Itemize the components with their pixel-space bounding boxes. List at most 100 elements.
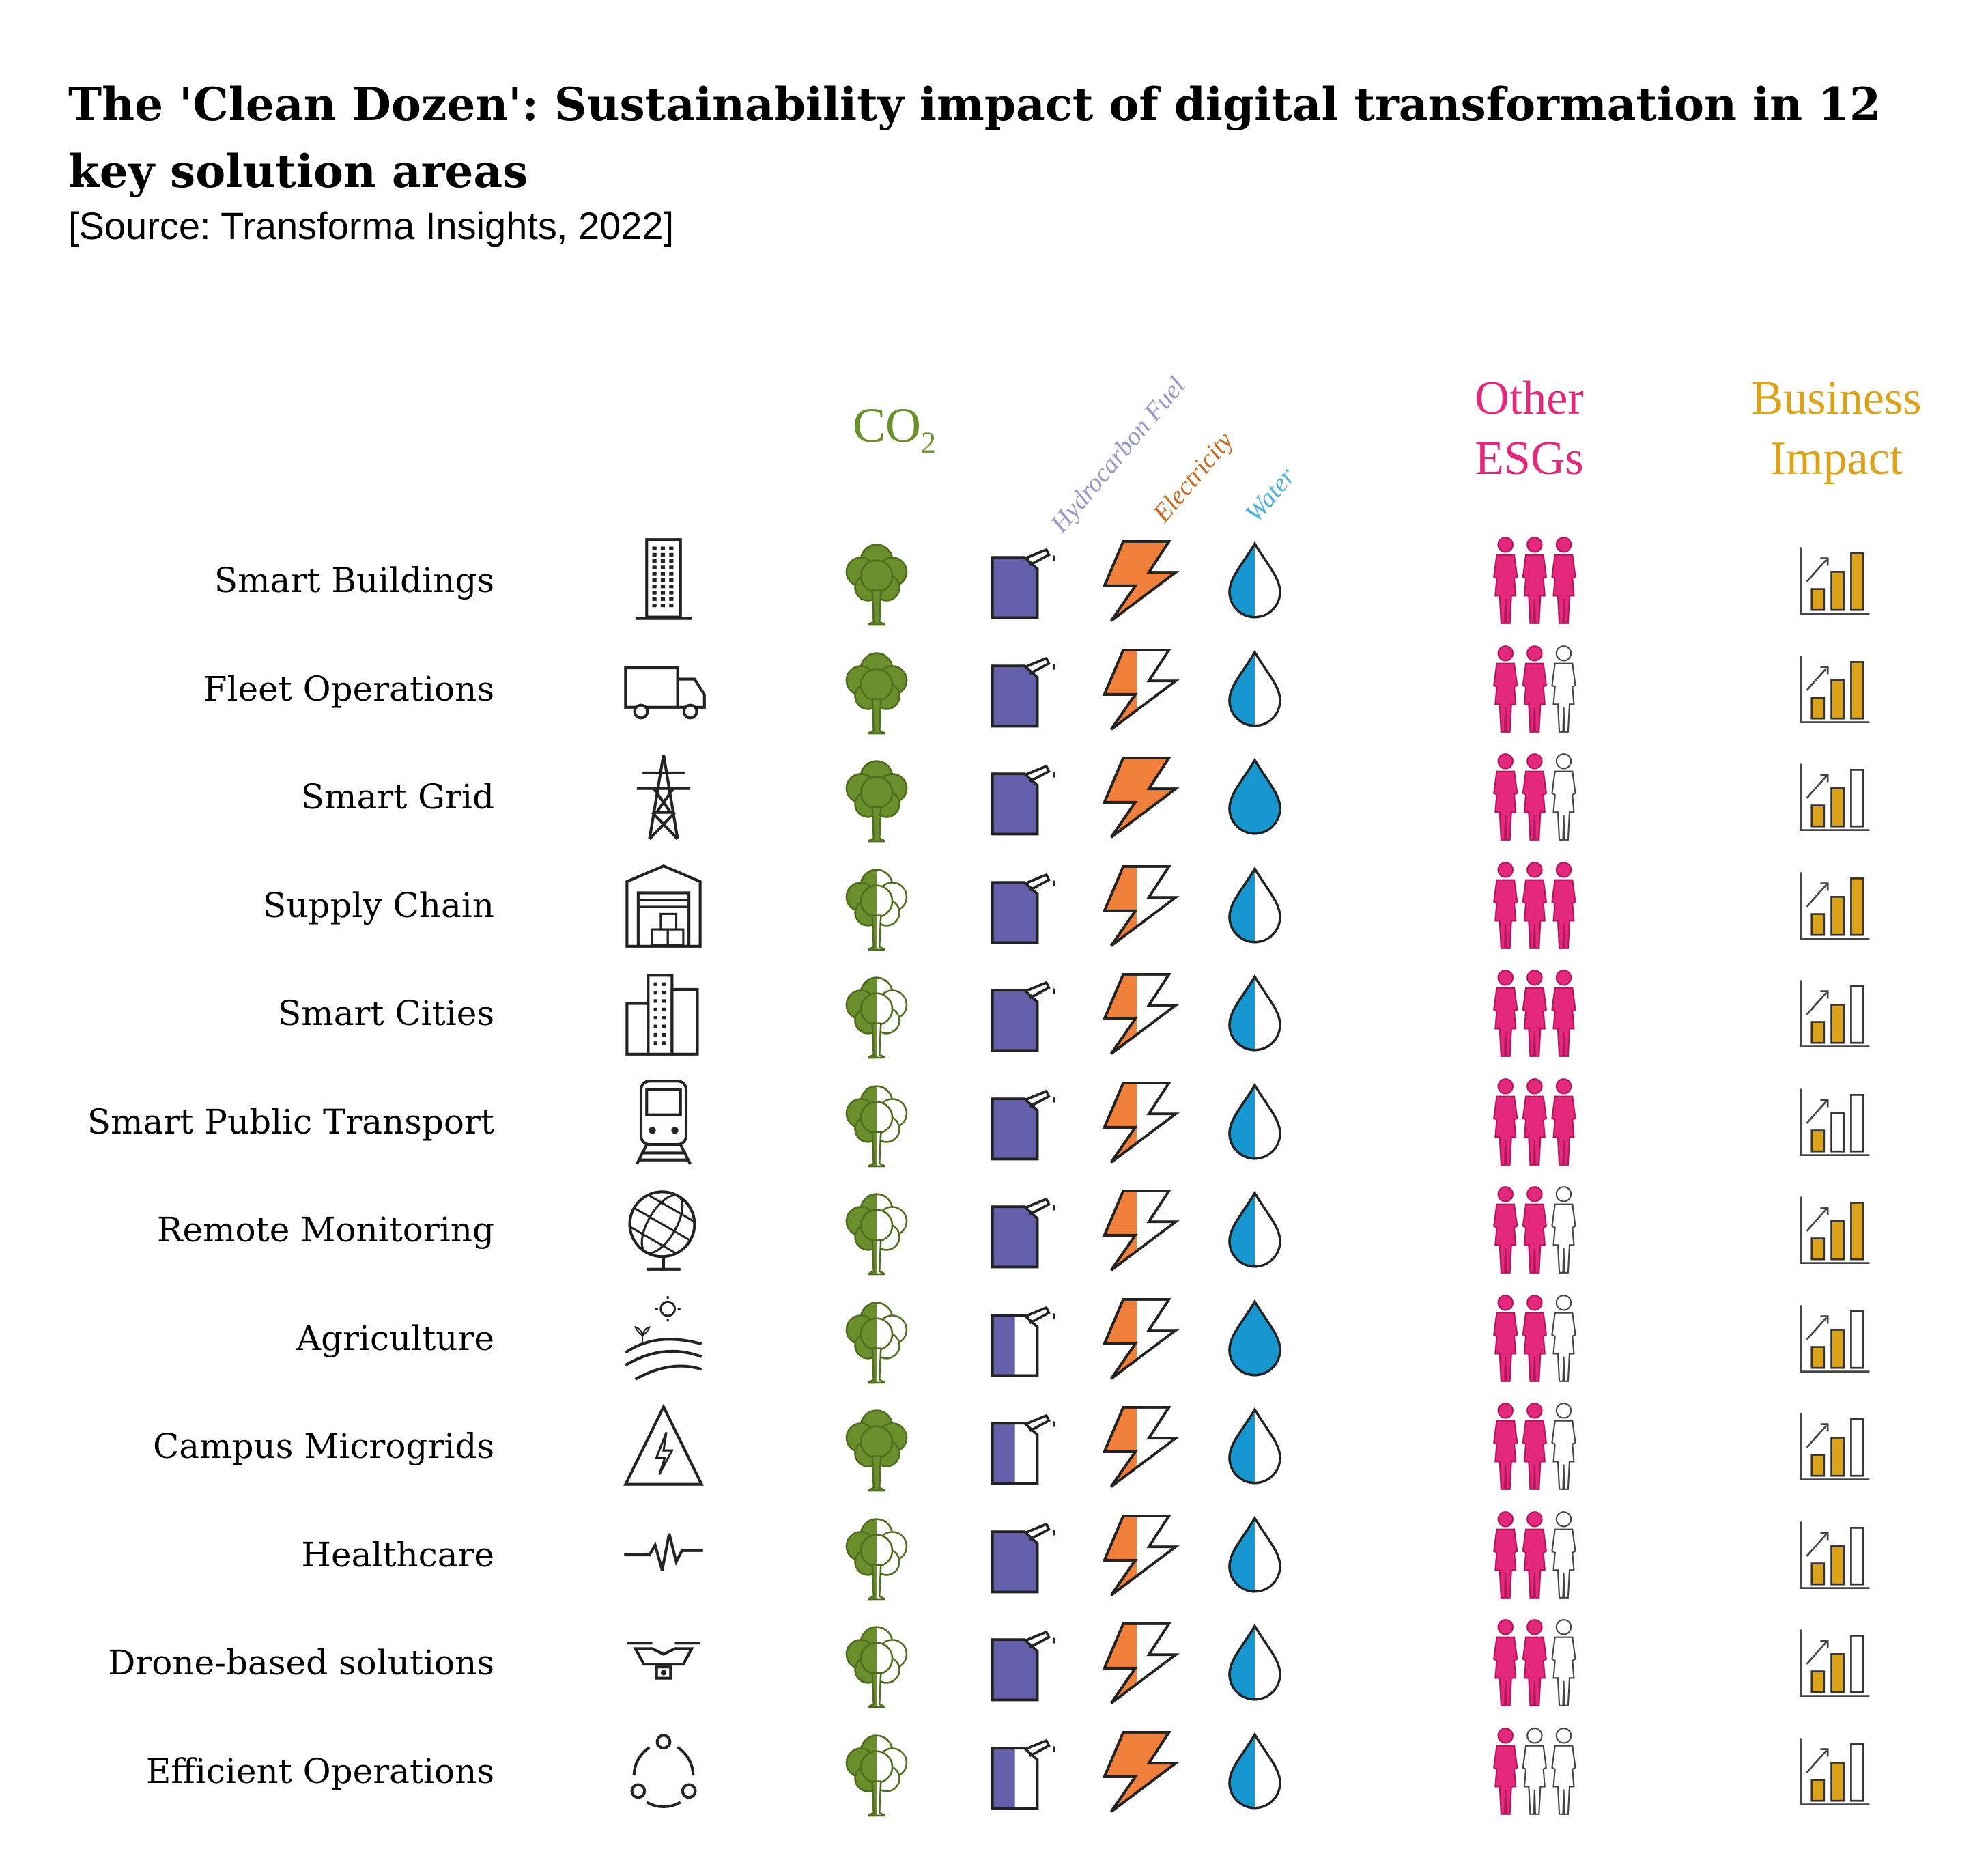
header-co2: CO2 <box>806 397 983 460</box>
train-icon <box>619 1077 709 1167</box>
esg-people-mark <box>1479 1510 1593 1599</box>
co2-tree-mark <box>831 1293 922 1384</box>
row-label: Smart Buildings <box>214 561 494 600</box>
water-drop-mark <box>1219 973 1290 1054</box>
water-drop-mark <box>1219 649 1290 729</box>
header-esg-line2: ESGs <box>1475 432 1584 485</box>
co2-tree-mark <box>831 535 922 626</box>
esg-people-mark <box>1479 1402 1593 1491</box>
row-label: Smart Cities <box>278 994 494 1033</box>
row-label: Smart Grid <box>300 777 494 817</box>
row-label: Agriculture <box>296 1318 494 1358</box>
building-icon <box>619 535 709 625</box>
business-bars-mark <box>1798 1518 1872 1592</box>
fuel-can-mark <box>981 1730 1063 1812</box>
co2-tree-mark <box>831 1726 922 1817</box>
business-bars-mark <box>1798 976 1872 1050</box>
row-label: Remote Monitoring <box>156 1210 494 1250</box>
cycle-icon <box>619 1726 709 1816</box>
water-drop-mark <box>1219 1515 1290 1595</box>
electricity-bolt-mark <box>1094 970 1184 1056</box>
row-label: Fleet Operations <box>203 669 494 709</box>
esg-people-mark <box>1479 861 1593 950</box>
fuel-can-mark <box>981 1514 1063 1596</box>
water-drop-mark <box>1219 1406 1290 1487</box>
header-biz-line2: Impact <box>1770 432 1903 485</box>
electricity-bolt-mark <box>1094 1620 1184 1706</box>
co2-tree-mark <box>831 643 922 735</box>
business-bars-mark <box>1798 1626 1872 1700</box>
co2-tree-mark <box>831 1509 922 1601</box>
warehouse-icon <box>619 860 709 951</box>
truck-icon <box>619 644 709 734</box>
electricity-bolt-mark <box>1094 1728 1184 1814</box>
fuel-can-mark <box>981 539 1063 621</box>
chart-title: The 'Clean Dozen': Sustainability impact… <box>68 78 1881 198</box>
esg-people-mark <box>1479 1294 1593 1383</box>
fuel-can-mark <box>981 756 1063 838</box>
business-bars-mark <box>1798 869 1872 942</box>
electricity-bolt-mark <box>1094 1295 1184 1381</box>
business-bars-mark <box>1798 1302 1872 1375</box>
header-co2-text: CO <box>852 398 922 453</box>
esg-people-mark <box>1479 969 1593 1058</box>
row-label: Efficient Operations <box>145 1751 494 1791</box>
fuel-can-mark <box>981 864 1063 946</box>
fuel-can-mark <box>981 972 1063 1054</box>
co2-tree-mark <box>831 968 922 1059</box>
city-icon <box>619 968 709 1058</box>
globe-icon <box>619 1185 709 1275</box>
pylon-icon <box>619 752 709 842</box>
business-bars-mark <box>1798 1409 1872 1483</box>
electricity-bolt-mark <box>1094 1403 1184 1489</box>
fuel-can-mark <box>981 1622 1063 1704</box>
electricity-bolt-mark <box>1094 646 1184 732</box>
co2-tree-mark <box>831 1401 922 1492</box>
esg-people-mark <box>1479 1078 1593 1166</box>
drone-icon <box>619 1618 709 1708</box>
electricity-bolt-mark <box>1094 1512 1184 1598</box>
water-drop-mark <box>1219 1190 1290 1270</box>
chart-source: [Source: Transforma Insights, 2022] <box>68 204 674 247</box>
electricity-bolt-mark <box>1094 1079 1184 1165</box>
fuel-can-mark <box>981 1405 1063 1487</box>
row-label: Smart Public Transport <box>87 1101 494 1142</box>
water-drop-mark <box>1219 1731 1290 1812</box>
business-bars-mark <box>1798 544 1872 617</box>
business-bars-mark <box>1798 1734 1872 1808</box>
business-bars-mark <box>1798 1193 1872 1267</box>
esg-people-mark <box>1479 1727 1593 1816</box>
heartbeat-icon <box>619 1510 709 1600</box>
water-drop-mark <box>1219 757 1290 837</box>
esg-people-mark <box>1479 752 1593 841</box>
electricity-bolt-mark <box>1094 537 1184 623</box>
fuel-can-mark <box>981 1081 1063 1163</box>
header-esg-line1: Other <box>1475 372 1584 425</box>
co2-tree-mark <box>831 751 922 843</box>
electricity-bolt-mark <box>1094 1187 1184 1273</box>
business-bars-mark <box>1798 1085 1872 1159</box>
water-drop-mark <box>1219 865 1290 946</box>
esg-people-mark <box>1479 645 1593 733</box>
header-business-impact: Business Impact <box>1720 369 1952 489</box>
co2-tree-mark <box>831 1184 922 1276</box>
fuel-can-mark <box>981 1189 1063 1271</box>
esg-people-mark <box>1479 1185 1593 1274</box>
water-drop-mark <box>1219 540 1290 621</box>
high-voltage-icon <box>619 1401 709 1491</box>
co2-tree-mark <box>831 1617 922 1708</box>
water-drop-mark <box>1219 1082 1290 1162</box>
header-biz-line1: Business <box>1751 372 1922 425</box>
fuel-can-mark <box>981 1297 1063 1379</box>
farm-icon <box>619 1293 709 1383</box>
row-label: Healthcare <box>301 1534 494 1575</box>
esg-people-mark <box>1479 536 1593 625</box>
row-label: Drone-based solutions <box>108 1643 494 1683</box>
header-co2-subscript: 2 <box>921 425 937 460</box>
co2-tree-mark <box>831 860 922 951</box>
electricity-bolt-mark <box>1094 754 1184 840</box>
row-label: Campus Microgrids <box>153 1426 494 1466</box>
business-bars-mark <box>1798 760 1872 834</box>
header-other-esgs: Other ESGs <box>1434 369 1625 489</box>
